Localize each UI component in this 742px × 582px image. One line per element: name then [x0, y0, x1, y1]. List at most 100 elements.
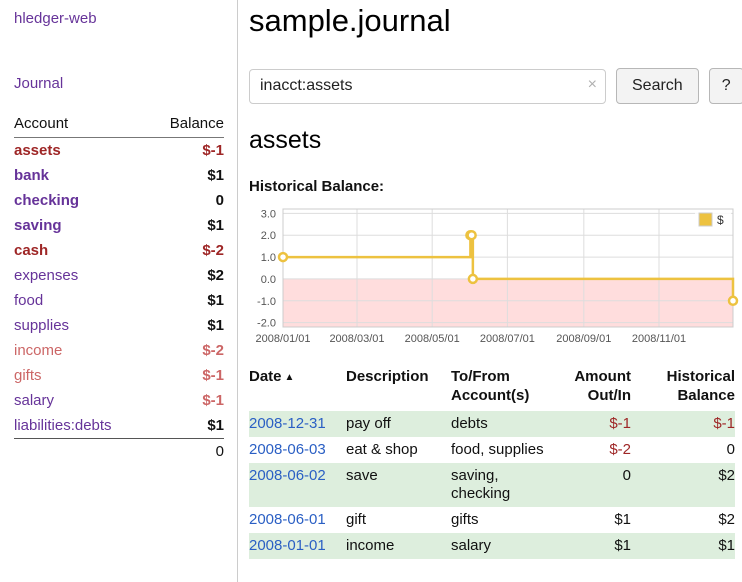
account-balance: $1	[207, 217, 224, 234]
transaction-description: pay off	[346, 415, 391, 432]
account-balance: $1	[207, 167, 224, 184]
transaction-date: 2008-01-01	[249, 533, 346, 559]
transaction-date-link[interactable]: 2008-06-01	[249, 511, 326, 528]
transaction-description: income	[346, 537, 395, 554]
help-button[interactable]: ?	[708, 68, 742, 104]
plot-border	[282, 208, 734, 328]
legend-swatch	[698, 212, 713, 227]
account-link[interactable]: checking	[14, 192, 80, 209]
register-tbody: 2008-12-31 pay off debts $-1 $-1 2008-06-03 ea…	[249, 411, 735, 559]
account-link[interactable]: bank	[14, 167, 50, 184]
transaction-balance: 0	[726, 441, 735, 458]
transaction-accounts: salary	[451, 537, 492, 554]
account-balance: $-1	[202, 367, 224, 384]
accounts-tbody: assets $-1 bank $1 checking 0 saving $1 cash $-2 e…	[14, 138, 224, 439]
account-balance: $2	[207, 267, 224, 284]
app-title-link[interactable]: hledger-web	[14, 10, 97, 27]
account-balance: $-2	[202, 242, 224, 259]
account-link[interactable]: supplies	[14, 317, 70, 334]
sort-ascending-icon: ▲	[284, 372, 295, 383]
search-input[interactable]	[249, 68, 606, 104]
account-balance: 0	[215, 192, 224, 209]
transaction-accounts: gifts	[451, 511, 479, 528]
account-link[interactable]: saving	[14, 217, 62, 234]
transaction-date-link[interactable]: 2008-06-02	[249, 467, 326, 484]
account-link[interactable]: expenses	[14, 267, 79, 284]
account-link[interactable]: gifts	[14, 367, 42, 384]
y-tick-label: -2.0	[257, 318, 276, 330]
transaction-accounts: debts	[451, 415, 488, 432]
y-tick-label: 0.0	[261, 274, 276, 286]
accounts-header-account: Account	[14, 113, 149, 138]
balance-chart: 3.0 2.0 1.0 0.0 -1.0 -2.0 2008/01/01 2008/03/01…	[249, 203, 742, 351]
clear-search-icon[interactable]: ×	[587, 75, 597, 93]
account-link[interactable]: salary	[14, 392, 55, 409]
account-row: expenses $2	[14, 263, 224, 288]
transaction-balance: $1	[718, 537, 735, 554]
accounts-total-spacer	[14, 438, 149, 464]
account-balance: $1	[207, 417, 224, 434]
transaction-description: save	[346, 467, 378, 484]
account-balance: $1	[207, 292, 224, 309]
transaction-balance: $2	[718, 511, 735, 528]
account-balance: $-1	[202, 142, 224, 159]
account-link[interactable]: income	[14, 342, 63, 359]
data-point	[467, 273, 479, 285]
transaction-amount: $-2	[609, 441, 631, 458]
transaction-date-link[interactable]: 2008-12-31	[249, 415, 326, 432]
account-row: liabilities:debts $1	[14, 413, 224, 439]
register-header-date-label: Date	[249, 368, 282, 385]
data-point	[466, 229, 477, 241]
register-row: 2008-06-02 save saving, checking 0 $2	[249, 463, 735, 507]
account-row: income $-2	[14, 338, 224, 363]
account-link[interactable]: food	[14, 292, 44, 309]
transaction-date-link[interactable]: 2008-01-01	[249, 537, 326, 554]
x-tick-label: 2008/05/01	[405, 333, 460, 345]
balance-chart-svg: 3.0 2.0 1.0 0.0 -1.0 -2.0 2008/01/01 2008/03/01…	[255, 208, 739, 345]
register-header-balance: Historical Balance	[666, 368, 735, 404]
y-tick-label: 3.0	[261, 208, 276, 220]
search-button[interactable]: Search	[616, 68, 699, 104]
main-content: sample.journal × Search ? assets Histori…	[238, 0, 742, 582]
x-tick-label: 2008/03/01	[329, 333, 384, 345]
x-tick-label: 2008/09/01	[556, 333, 611, 345]
transaction-accounts: food, supplies	[451, 441, 544, 458]
transaction-amount: 0	[622, 467, 631, 484]
account-row: food $1	[14, 288, 224, 313]
transaction-date-link[interactable]: 2008-06-03	[249, 441, 326, 458]
negative-region	[283, 278, 733, 327]
register-header-amount: Amount Out/In	[574, 368, 631, 404]
register-header-row: Date ▲ Description To/From Account(s) Amo…	[249, 365, 735, 411]
register-row: 2008-06-03 eat & shop food, supplies $-2 0	[249, 437, 735, 463]
accounts-header-row: Account Balance	[14, 113, 224, 138]
account-row: bank $1	[14, 163, 224, 188]
account-balance: $-2	[202, 342, 224, 359]
transaction-description: gift	[346, 511, 367, 528]
x-tick-label: 2008/07/01	[480, 333, 535, 345]
account-link[interactable]: assets	[14, 142, 61, 159]
register-header-date[interactable]: Date ▲	[249, 365, 346, 411]
chart-title: Historical Balance:	[249, 178, 385, 195]
transaction-date: 2008-06-03	[249, 437, 346, 463]
transaction-amount: $1	[614, 537, 631, 554]
register-row: 2008-01-01 income salary $1 $1	[249, 533, 735, 559]
x-tick-label: 2008/11/01	[632, 333, 686, 345]
y-tick-label: -1.0	[257, 296, 276, 308]
account-row: gifts $-1	[14, 363, 224, 388]
accounts-table: Account Balance assets $-1 bank $1 checking 0…	[14, 113, 224, 464]
register-table: Date ▲ Description To/From Account(s) Amo…	[249, 365, 735, 559]
sidebar-item-journal[interactable]: Journal	[14, 75, 64, 92]
account-row: supplies $1	[14, 313, 224, 338]
search-bar: × Search ?	[249, 68, 742, 104]
accounts-total-row: 0	[14, 438, 224, 464]
account-link[interactable]: liabilities:debts	[14, 417, 112, 434]
page-title: sample.journal	[249, 3, 451, 38]
account-link[interactable]: cash	[14, 242, 49, 259]
y-tick-label: 1.0	[261, 252, 276, 264]
register-header-description: Description	[346, 368, 429, 385]
y-tick-label: 2.0	[261, 230, 276, 242]
transaction-balance: $2	[718, 467, 735, 484]
data-point	[727, 295, 739, 307]
data-point	[277, 251, 289, 263]
